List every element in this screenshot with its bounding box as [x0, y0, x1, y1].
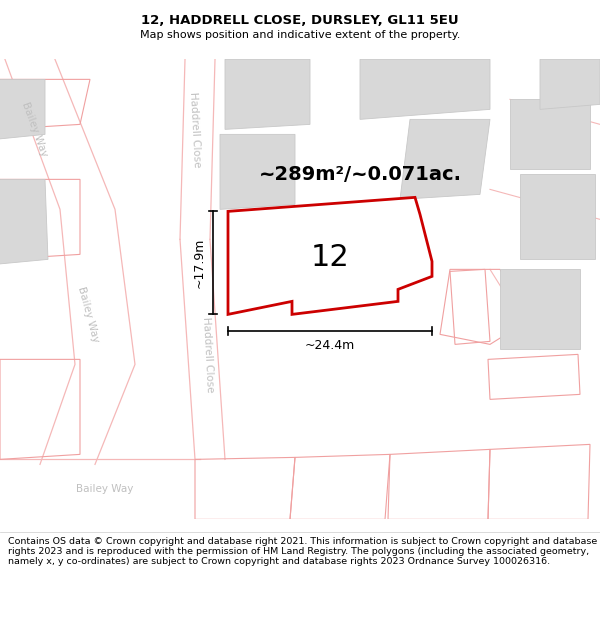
Text: Haddrell Close: Haddrell Close — [201, 316, 215, 392]
Polygon shape — [520, 174, 595, 259]
Text: Contains OS data © Crown copyright and database right 2021. This information is : Contains OS data © Crown copyright and d… — [8, 537, 597, 566]
Text: 12: 12 — [311, 243, 349, 272]
Polygon shape — [220, 134, 295, 209]
Text: 12, HADDRELL CLOSE, DURSLEY, GL11 5EU: 12, HADDRELL CLOSE, DURSLEY, GL11 5EU — [141, 14, 459, 27]
Text: ~17.9m: ~17.9m — [193, 238, 206, 288]
Text: ~24.4m: ~24.4m — [305, 339, 355, 352]
Polygon shape — [180, 59, 215, 239]
Polygon shape — [400, 119, 490, 199]
Polygon shape — [510, 99, 590, 169]
Polygon shape — [180, 239, 225, 459]
Polygon shape — [5, 59, 135, 464]
Polygon shape — [225, 59, 310, 129]
Polygon shape — [0, 459, 200, 519]
Text: ~289m²/~0.071ac.: ~289m²/~0.071ac. — [259, 165, 461, 184]
Polygon shape — [540, 59, 600, 109]
Text: Bailey Way: Bailey Way — [76, 484, 134, 494]
Polygon shape — [0, 79, 45, 139]
Polygon shape — [500, 269, 580, 349]
Polygon shape — [228, 198, 432, 314]
Polygon shape — [360, 59, 490, 119]
Polygon shape — [0, 179, 48, 264]
Text: Bailey Way: Bailey Way — [76, 286, 100, 343]
Text: Bailey Way: Bailey Way — [20, 101, 50, 158]
Text: Map shows position and indicative extent of the property.: Map shows position and indicative extent… — [140, 30, 460, 40]
Text: Haddrell Close: Haddrell Close — [188, 91, 202, 168]
